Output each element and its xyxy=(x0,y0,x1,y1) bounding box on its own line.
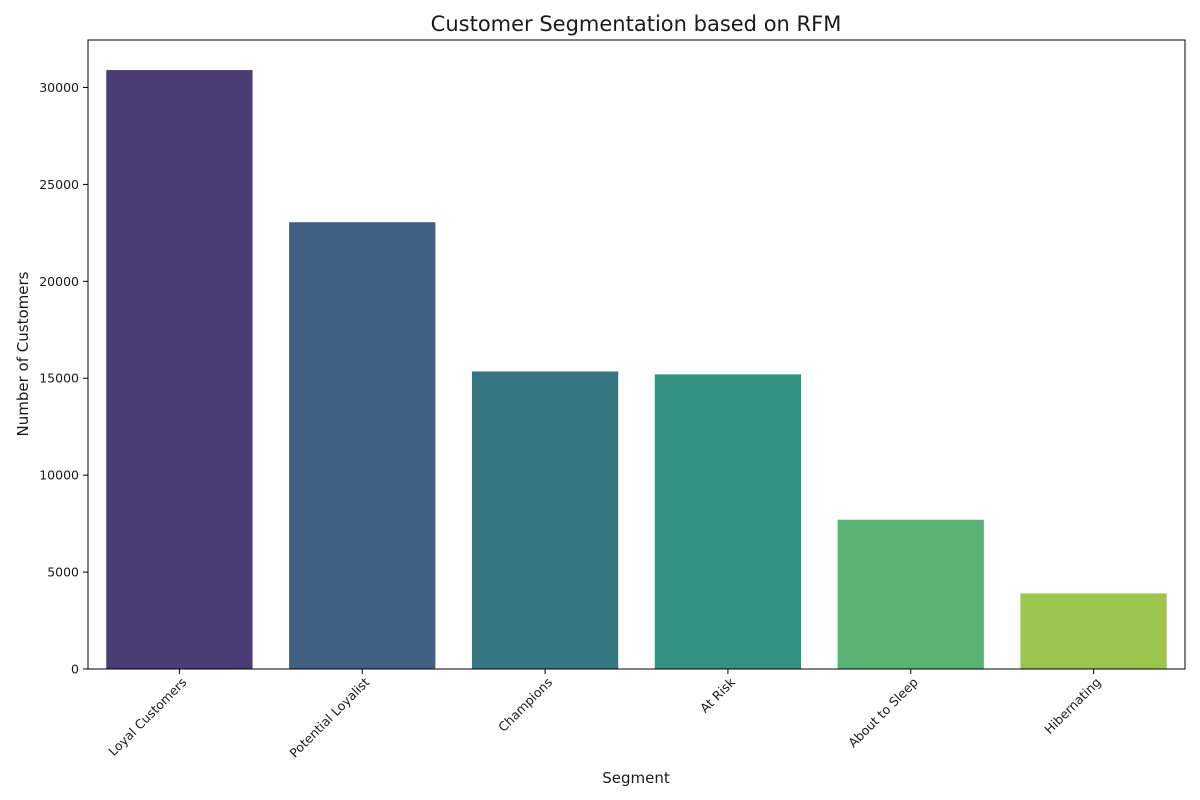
x-tick-label-loyal-customers: Loyal Customers xyxy=(105,675,189,759)
bar-potential-loyalist xyxy=(289,222,436,669)
bars-group xyxy=(106,70,1167,670)
y-axis: 0 5000 10000 15000 20000 25000 30000 xyxy=(39,80,88,677)
y-axis-label: Number of Customers xyxy=(14,271,32,436)
bar-at-risk xyxy=(654,374,802,669)
x-axis-label: Segment xyxy=(602,769,670,787)
x-tick-label-at-risk: At Risk xyxy=(697,674,739,716)
y-tick-label-15000: 15000 xyxy=(39,371,79,386)
y-tick-label-5000: 5000 xyxy=(47,565,79,580)
x-axis: Loyal Customers Potential Loyalist Champio… xyxy=(105,669,1104,760)
chart-title: Customer Segmentation based on RFM xyxy=(431,12,842,36)
y-tick-label-20000: 20000 xyxy=(39,274,79,289)
y-tick-label-25000: 25000 xyxy=(39,177,79,192)
x-tick-label-champions: Champions xyxy=(495,675,555,735)
bar-hibernating xyxy=(1020,593,1167,669)
y-tick-label-30000: 30000 xyxy=(39,80,79,95)
y-tick-label-0: 0 xyxy=(71,662,79,677)
y-tick-label-10000: 10000 xyxy=(39,468,79,483)
x-tick-label-about-to-sleep: About to Sleep xyxy=(845,674,921,750)
bar-champions xyxy=(471,371,619,669)
x-tick-label-potential-loyalist: Potential Loyalist xyxy=(286,674,372,760)
x-tick-label-hibernating: Hibernating xyxy=(1041,675,1103,737)
bar-about-to-sleep xyxy=(837,519,984,669)
plot-frame xyxy=(87,39,1186,670)
bar-loyal-customers xyxy=(106,70,253,670)
